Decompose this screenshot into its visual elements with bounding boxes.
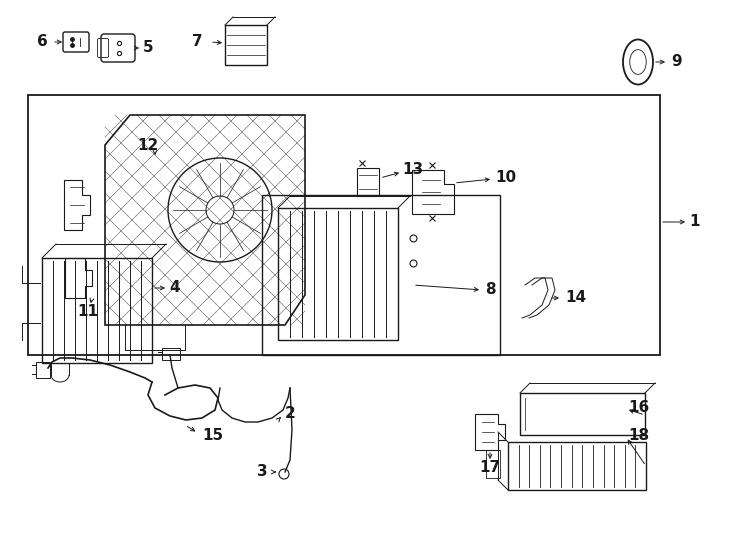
Text: 8: 8 — [484, 282, 495, 298]
Text: 1: 1 — [690, 214, 700, 230]
Text: 10: 10 — [495, 171, 516, 186]
Text: 4: 4 — [170, 280, 181, 295]
Bar — [28, 95, 660, 355]
Text: 15: 15 — [202, 428, 223, 442]
Text: 13: 13 — [402, 163, 423, 178]
Bar — [278, 208, 398, 340]
Text: 17: 17 — [479, 461, 501, 476]
Text: 14: 14 — [565, 291, 586, 306]
Text: 7: 7 — [192, 35, 203, 50]
Text: 16: 16 — [628, 401, 650, 415]
Text: 9: 9 — [672, 55, 683, 70]
Text: 12: 12 — [137, 138, 159, 152]
Text: 11: 11 — [78, 305, 98, 320]
Bar — [42, 258, 152, 363]
Bar — [162, 348, 180, 360]
Bar — [262, 195, 500, 355]
Text: 6: 6 — [37, 35, 48, 50]
Text: 2: 2 — [285, 406, 296, 421]
Bar — [357, 168, 379, 196]
Text: 3: 3 — [258, 464, 268, 480]
Bar — [225, 25, 267, 65]
Text: 5: 5 — [142, 40, 153, 56]
Bar — [36, 362, 50, 378]
Bar — [508, 442, 646, 490]
Bar — [520, 393, 645, 435]
Text: 18: 18 — [628, 428, 649, 442]
Bar — [486, 450, 500, 478]
